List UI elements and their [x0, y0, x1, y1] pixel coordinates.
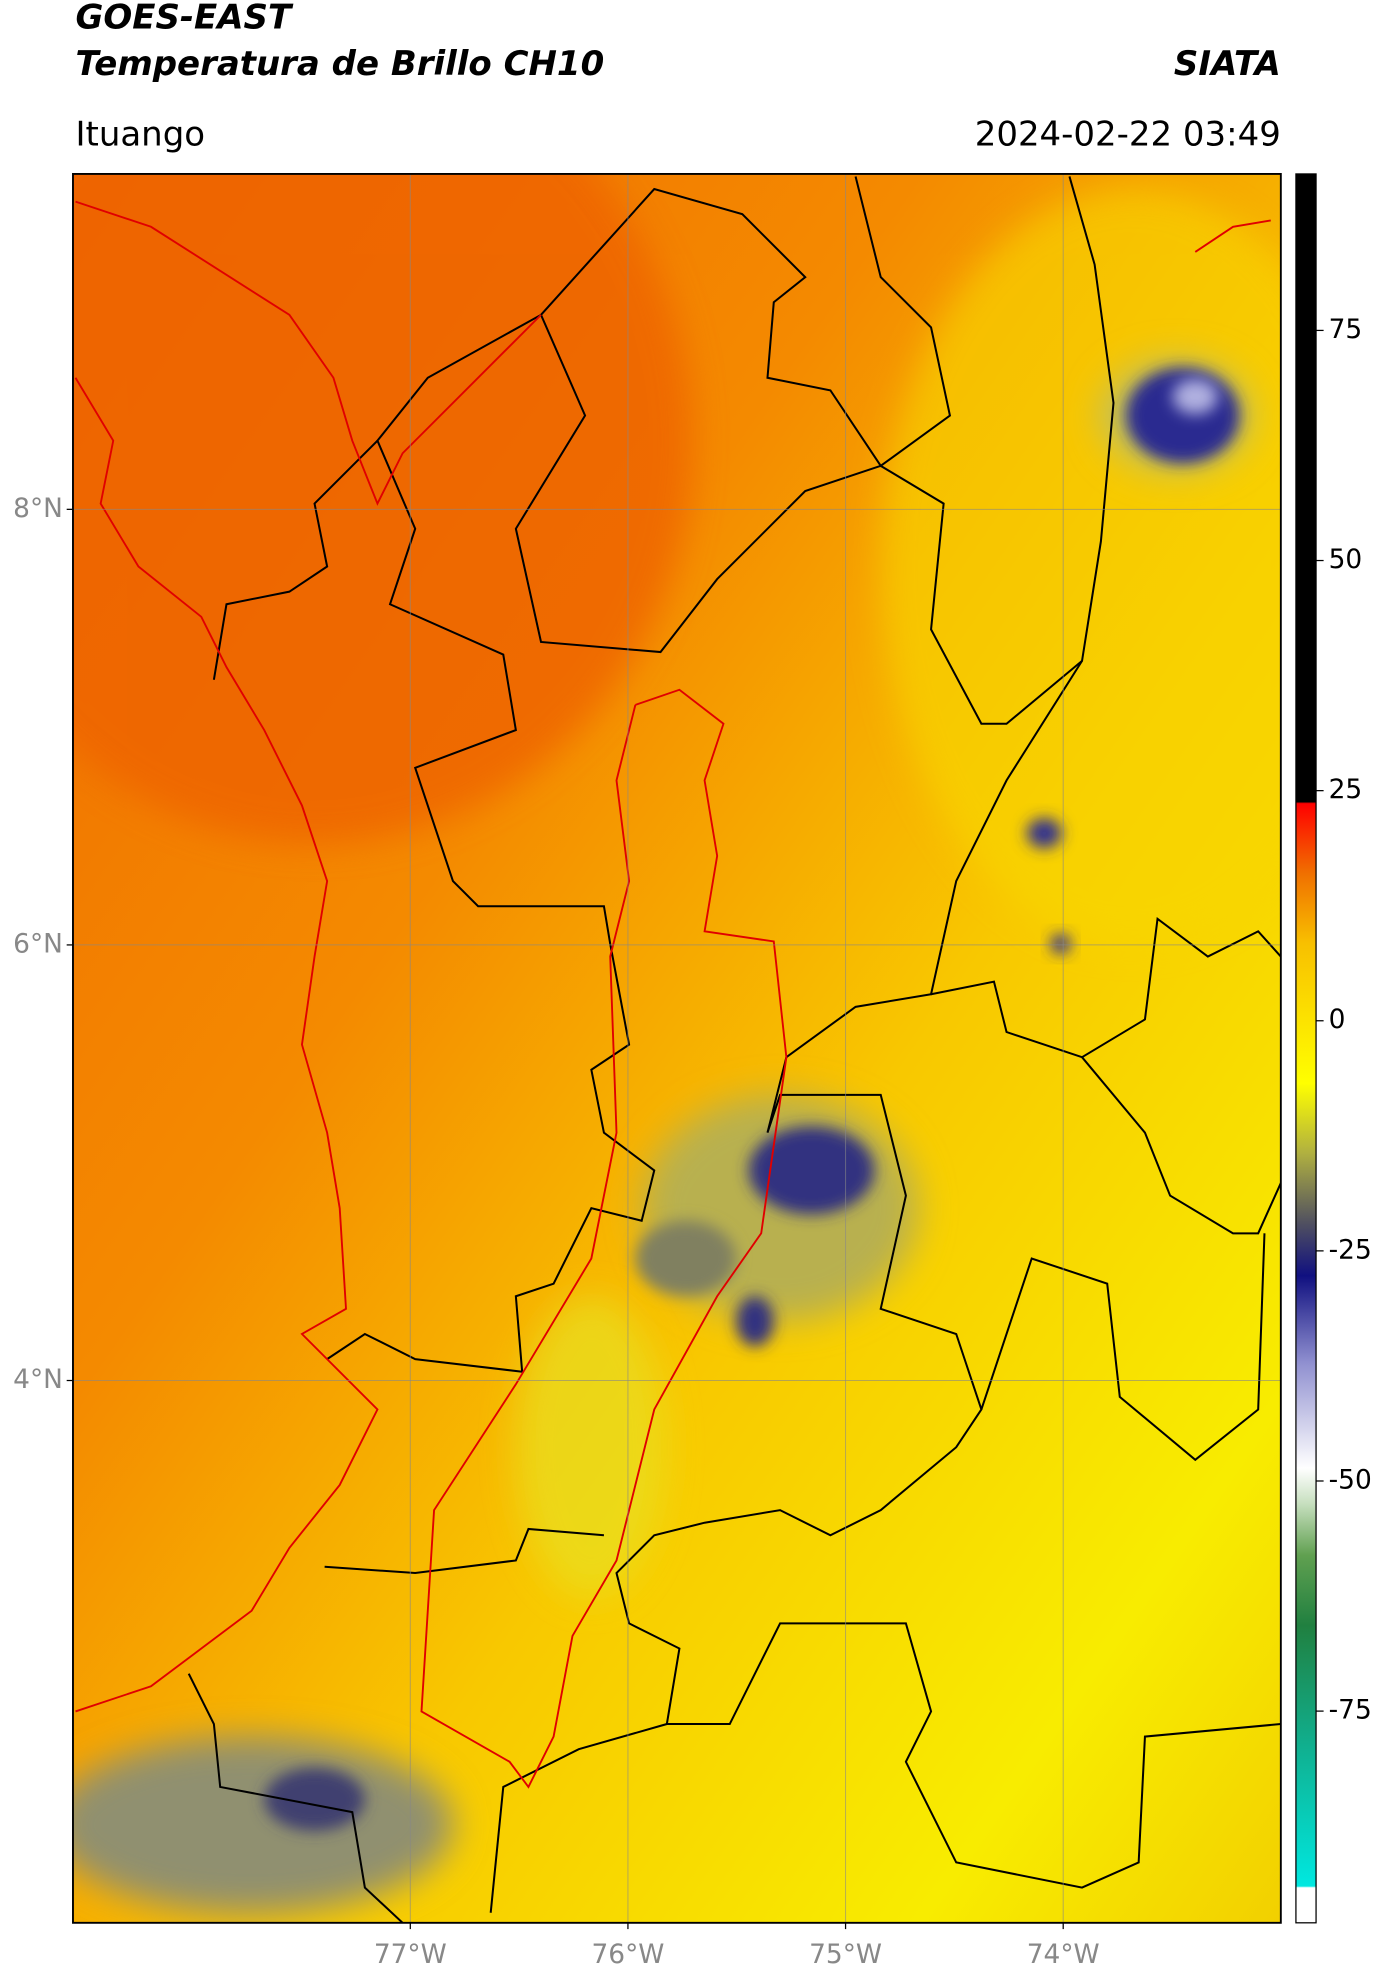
location: Ituango: [75, 115, 205, 155]
colorbar-tick-label: 75: [1329, 314, 1363, 345]
title: GOES-EAST: [75, 0, 293, 38]
datetime: 2024-02-22 03:49: [975, 115, 1281, 155]
colorbar-tick-label: -75: [1329, 1695, 1372, 1726]
colorbar-tick-label: 50: [1329, 544, 1363, 575]
colorbar-tick-label: -25: [1329, 1234, 1372, 1265]
lat-tick-label: 8°N: [13, 493, 63, 524]
lat-tick-label: 4°N: [13, 1364, 63, 1395]
colorbar-tick-label: 25: [1329, 774, 1363, 805]
colorbar-tick-label: -50: [1329, 1464, 1372, 1495]
subtitle: Temperatura de Brillo CH10: [75, 44, 604, 84]
colorbar: [1295, 173, 1317, 1924]
lon-tick-label: 75°W: [809, 1939, 882, 1970]
lon-tick-label: 77°W: [374, 1939, 447, 1970]
lon-tick-label: 76°W: [591, 1939, 664, 1970]
lat-tick-label: 6°N: [13, 928, 63, 959]
source: SIATA: [1174, 44, 1281, 84]
map-image: [72, 173, 1281, 1923]
lon-tick-label: 74°W: [1027, 1939, 1100, 1970]
map-frame: [72, 172, 1282, 1924]
colorbar-tick-label: 0: [1329, 1004, 1346, 1035]
